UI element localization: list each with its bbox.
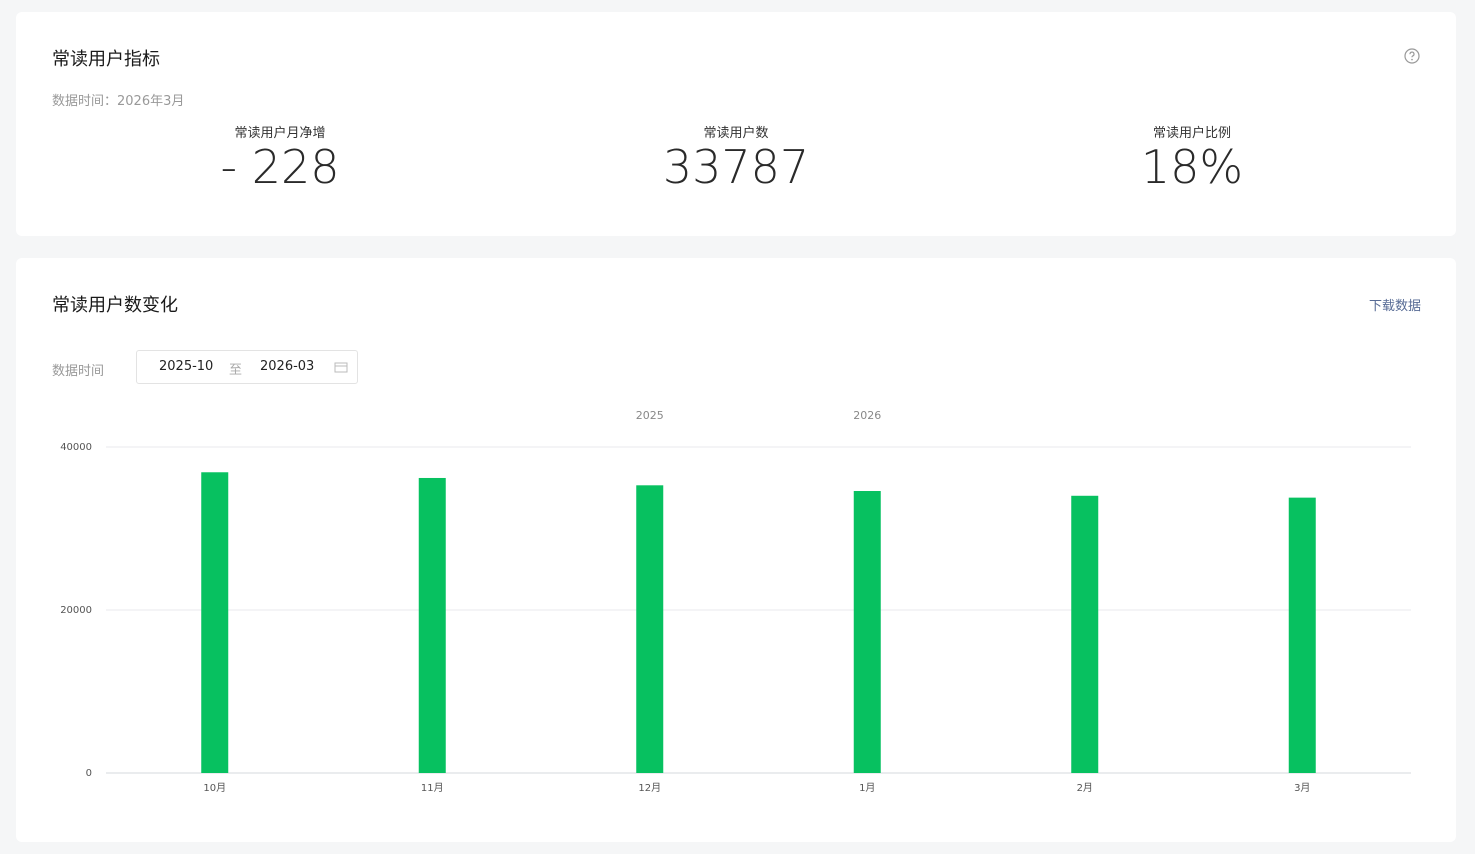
date-range-picker[interactable]: 2025-10 至 2026-03 — [136, 350, 358, 384]
bar — [201, 472, 229, 773]
metric-label: 常读用户比例 — [1152, 126, 1231, 141]
y-tick-label: 0 — [86, 768, 92, 779]
year-label: 2025 — [636, 409, 664, 422]
bar — [636, 485, 664, 773]
metric-value: 18% — [1140, 140, 1244, 194]
date-start[interactable]: 2025-10 — [159, 359, 214, 374]
x-tick-label: 10月 — [203, 782, 226, 794]
trend-card: 常读用户数变化 下载数据 数据时间 2025-10 至 2026-03 0 200… — [16, 258, 1456, 842]
date-end[interactable]: 2026-03 — [260, 359, 315, 374]
x-tick-label: 3月 — [1294, 782, 1310, 794]
y-tick-label: 20000 — [60, 605, 92, 616]
bar — [853, 491, 881, 773]
bar — [418, 477, 446, 773]
filter-label: 数据时间 — [52, 364, 105, 379]
metric-value: - 228 — [220, 140, 340, 194]
metrics-card: 常读用户指标 数据时间：2026年3月 常读用户月净增 - 228 常读用户数 … — [16, 12, 1456, 236]
x-tick-label: 1月 — [859, 782, 875, 794]
date-separator: 至 — [229, 363, 243, 378]
help-icon[interactable] — [1403, 47, 1421, 65]
metric-value: 33787 — [662, 140, 810, 194]
card-title: 常读用户数变化 — [52, 295, 178, 316]
metric-label: 常读用户数 — [703, 126, 769, 141]
data-time: 数据时间：2026年3月 — [52, 94, 185, 109]
calendar-icon — [334, 362, 348, 373]
download-link[interactable]: 下载数据 — [1369, 299, 1422, 314]
x-tick-label: 11月 — [421, 782, 444, 794]
bar-chart: 0 20000 40000 2025 2026 10月 11月 12月 1月 2月 3月 — [60, 409, 1411, 794]
card-title: 常读用户指标 — [52, 49, 160, 70]
x-tick-label: 12月 — [638, 782, 661, 794]
y-tick-label: 40000 — [60, 442, 92, 453]
year-label: 2026 — [853, 409, 881, 422]
metric-label: 常读用户月净增 — [234, 126, 326, 141]
bar — [1288, 497, 1316, 773]
bar — [1071, 495, 1099, 773]
x-tick-label: 2月 — [1077, 782, 1093, 794]
